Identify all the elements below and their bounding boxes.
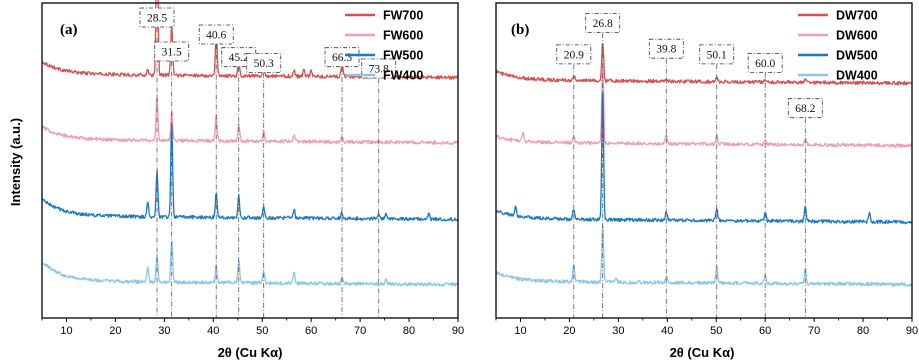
peak-label-box	[648, 38, 684, 59]
x-tick-label: 60	[759, 325, 771, 337]
x-tick-label: 10	[514, 325, 526, 337]
x-tick-label: 20	[563, 325, 575, 337]
plot-frame	[495, 2, 913, 319]
x-tick-label: 90	[906, 325, 918, 337]
x-tick-label: 50	[710, 325, 722, 337]
peak-label: 31.5	[162, 47, 182, 59]
legend-label-fw600: FW600	[383, 29, 423, 43]
x-tick-label: 80	[857, 325, 869, 337]
peak-label-box	[324, 47, 360, 68]
legend-label-dw500: DW500	[836, 49, 878, 63]
x-tick-label: 40	[207, 325, 219, 337]
panel-label-a: (a)	[60, 22, 78, 38]
x-tick-label: 10	[60, 325, 72, 337]
x-tick-label: 20	[109, 325, 121, 337]
plot-frame	[41, 2, 459, 319]
peak-label: 40.6	[206, 30, 226, 42]
series-line-dw400	[495, 224, 913, 287]
series-line-fw600	[41, 94, 458, 146]
peak-label-box	[747, 52, 783, 73]
peak-label-box	[139, 7, 175, 28]
y-axis-title-a: Intensity (a.u.)	[8, 118, 23, 206]
x-tick-label: 70	[808, 325, 820, 337]
peak-label-box	[246, 52, 282, 73]
peak-label-box	[154, 41, 190, 62]
peak-label: 68.2	[795, 103, 815, 115]
peak-label-box	[699, 44, 735, 65]
x-tick-label: 80	[403, 325, 415, 337]
legend-label-fw400: FW400	[383, 69, 423, 83]
series-line-dw600	[495, 60, 913, 148]
peak-label-box	[556, 44, 592, 65]
x-axis-title-a: 2θ (Cu Kα)	[218, 345, 283, 360]
x-axis-title-b: 2θ (Cu Kα)	[670, 345, 735, 360]
legend-label-dw400: DW400	[836, 69, 878, 83]
x-tick-label: 70	[354, 325, 366, 337]
series-line-dw700	[495, 42, 913, 86]
peak-label-box	[361, 58, 397, 79]
series-line-dw500	[495, 91, 913, 225]
panel-label-b: (b)	[511, 22, 529, 38]
peak-label: 28.5	[147, 12, 167, 24]
peak-label: 73.8	[369, 64, 389, 76]
series-line-fw400	[41, 240, 459, 287]
peak-label: 50.1	[707, 49, 727, 61]
legend-label-fw700: FW700	[383, 9, 423, 23]
peak-label: 20.9	[564, 49, 584, 61]
legend-label-fw500: FW500	[383, 49, 423, 63]
peak-label: 26.8	[593, 18, 613, 30]
panel-b: 20.9 26.8 39.8 50.1 60.0 68.2 10 20 30 40 50 60 70 80…	[495, 2, 918, 337]
legend-label-dw600: DW600	[836, 29, 878, 43]
peak-label-box	[787, 98, 823, 119]
legend-label-dw700: DW700	[836, 9, 878, 23]
panel-a: 28.531.540.645.2 50.3 66.373.810 20 30 40 50 60…	[41, 0, 464, 337]
x-tick-label: 30	[158, 325, 170, 337]
x-tick-label: 30	[612, 325, 624, 337]
x-tick-label: 90	[452, 325, 464, 337]
x-tick-label: 40	[661, 325, 673, 337]
peak-label: 39.8	[656, 44, 676, 56]
x-tick-label: 50	[256, 325, 268, 337]
peak-label-box	[585, 13, 621, 34]
peak-label: 45.2	[229, 52, 249, 64]
peak-label-box	[198, 24, 234, 45]
peak-label: 50.3	[254, 58, 274, 70]
peak-label: 60.0	[755, 58, 775, 70]
series-line-fw500	[41, 123, 459, 222]
x-tick-label: 60	[305, 325, 317, 337]
